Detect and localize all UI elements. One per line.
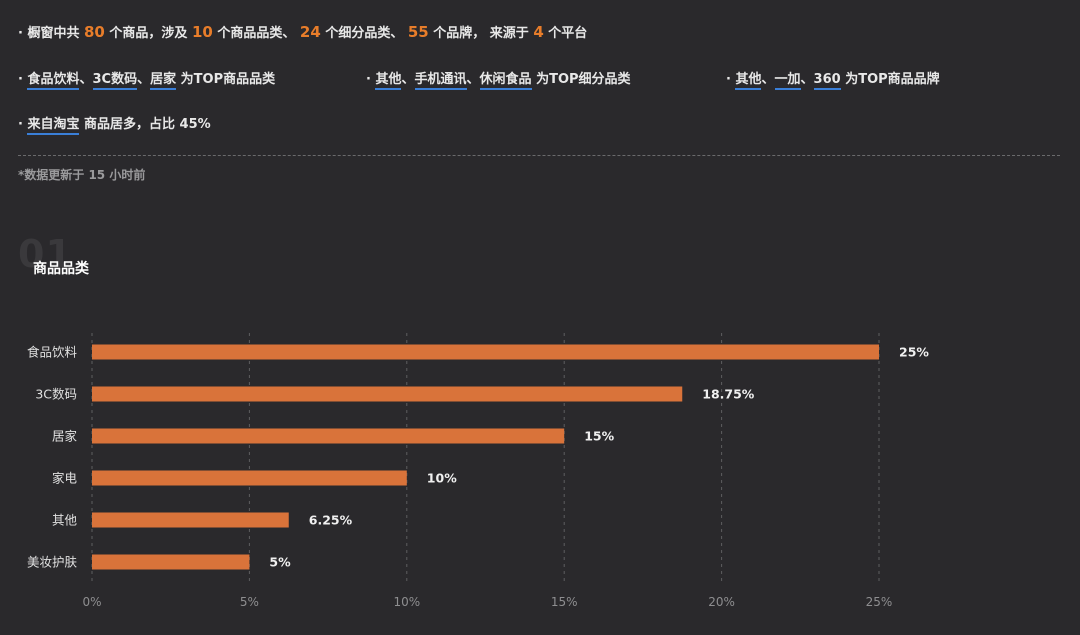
summary-text: 个商品，涉及 — [109, 26, 188, 41]
top-categories-summary: · 食品饮料、3C数码、居家 为TOP商品品类 — [18, 68, 275, 90]
subcategory-count: 24 — [299, 23, 321, 41]
top-brand-link[interactable]: 360 — [813, 72, 841, 90]
value-label: 15% — [584, 429, 614, 444]
x-tick-label: 0% — [82, 595, 101, 609]
brand-count: 55 — [407, 23, 429, 41]
platform-summary: · 来自淘宝 商品居多，占比 45% — [18, 113, 211, 135]
top-category-link[interactable]: 3C数码 — [92, 72, 138, 90]
top-brand-link[interactable]: 其他 — [735, 72, 762, 90]
bar — [92, 470, 407, 486]
top-subcategory-link[interactable]: 手机通讯 — [414, 72, 467, 90]
update-note: *数据更新于 15 小时前 — [18, 168, 146, 182]
x-tick-label: 5% — [240, 595, 259, 609]
top-brands-summary: · 其他、一加、360 为TOP商品品牌 — [726, 68, 940, 90]
value-label: 10% — [427, 471, 457, 486]
top-category-link[interactable]: 居家 — [150, 72, 177, 90]
top-brand-link[interactable]: 一加 — [774, 72, 801, 90]
section-title: 商品品类 — [33, 261, 89, 277]
divider — [18, 155, 1060, 156]
platform-count: 4 — [533, 23, 544, 41]
top-subcategory-link[interactable]: 休闲食品 — [479, 72, 532, 90]
value-label: 6.25% — [309, 513, 353, 528]
bar — [92, 428, 565, 444]
top-subcategory-link[interactable]: 其他 — [375, 72, 402, 90]
summary-text: · 橱窗中共 — [18, 26, 80, 41]
summary-text: 个平台 — [548, 26, 588, 41]
section-number: 01 — [18, 232, 73, 276]
value-label: 25% — [899, 345, 929, 360]
x-tick-label: 25% — [866, 595, 893, 609]
summary-text: 个商品品类、 — [217, 26, 296, 41]
bar — [92, 386, 683, 402]
x-tick-label: 15% — [551, 595, 578, 609]
category-label: 居家 — [52, 429, 78, 444]
top-platform-link[interactable]: 来自淘宝 — [27, 117, 80, 135]
summary-text: 个品牌， 来源于 — [433, 26, 529, 41]
category-label: 美妆护肤 — [27, 555, 78, 570]
summary-text: 个细分品类、 — [325, 26, 404, 41]
value-label: 18.75% — [702, 387, 755, 402]
top-subcategories-summary: · 其他、手机通讯、休闲食品 为TOP细分品类 — [366, 68, 631, 90]
bar — [92, 344, 879, 360]
x-tick-label: 20% — [708, 595, 735, 609]
category-label: 家电 — [52, 471, 78, 486]
category-count: 10 — [191, 23, 213, 41]
category-label: 食品饮料 — [27, 345, 78, 360]
value-label: 5% — [269, 555, 291, 570]
bar — [92, 512, 289, 528]
category-label: 3C数码 — [35, 387, 77, 402]
bar — [92, 554, 250, 570]
product-count: 80 — [84, 23, 105, 41]
summary-line-totals: · 橱窗中共 80 个商品，涉及 10 个商品品类、 24 个细分品类、 55 … — [18, 22, 587, 41]
category-label: 其他 — [52, 513, 78, 528]
x-tick-label: 10% — [393, 595, 420, 609]
top-category-link[interactable]: 食品饮料 — [27, 72, 80, 90]
